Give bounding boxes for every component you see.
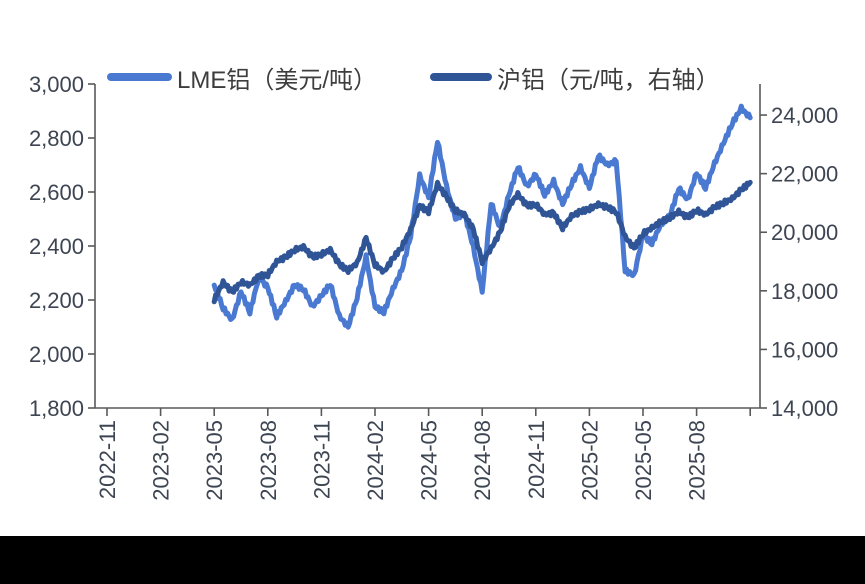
shfe-series-label: 沪铝（元/吨，右轴） — [497, 66, 720, 94]
legend-item-lme: LME铝（美元/吨） — [107, 62, 378, 94]
y-left-tick-label: 2,800 — [29, 126, 84, 151]
y-right-tick-label: 24,000 — [771, 103, 838, 128]
shfe-series-swatch — [430, 73, 492, 81]
bottom-black-bar — [0, 536, 865, 584]
x-tick-label: 2024-08 — [470, 420, 495, 501]
x-tick-label: 2023-05 — [202, 420, 227, 501]
x-tick-label: 2025-08 — [685, 420, 710, 501]
x-tick-label: 2025-02 — [577, 420, 602, 501]
legend-item-shfe: 沪铝（元/吨，右轴） — [430, 62, 720, 94]
y-right-tick-label: 16,000 — [771, 337, 838, 362]
y-left-tick-label: 3,000 — [29, 72, 84, 97]
x-tick-label: 2023-08 — [256, 420, 281, 501]
x-tick-label: 2024-05 — [417, 420, 442, 501]
y-left-tick-label: 1,800 — [29, 396, 84, 421]
x-tick-label: 2025-05 — [631, 420, 656, 501]
x-tick-label: 2023-02 — [149, 420, 174, 501]
x-tick-label: 2022-11 — [95, 420, 120, 499]
y-left-tick-label: 2,000 — [29, 342, 84, 367]
y-right-tick-label: 20,000 — [771, 220, 838, 245]
shfe-price-line — [211, 179, 753, 305]
y-right-tick-label: 22,000 — [771, 162, 838, 187]
lme-series-label: LME铝（美元/吨） — [177, 66, 378, 94]
x-tick-label: 2023-11 — [309, 420, 334, 499]
y-left-tick-label: 2,200 — [29, 288, 84, 313]
y-right-tick-label: 18,000 — [771, 279, 838, 304]
lme-series-swatch — [107, 73, 172, 81]
y-right-tick-label: 14,000 — [771, 396, 838, 421]
x-tick-label: 2024-02 — [363, 420, 388, 501]
y-left-tick-label: 2,600 — [29, 180, 84, 205]
price-line-chart: 3,000 2,800 2,600 2,400 2,200 2,000 1,800 24,00… — [29, 72, 838, 501]
y-left-tick-label: 2,400 — [29, 234, 84, 259]
x-tick-label: 2024-11 — [524, 420, 549, 499]
